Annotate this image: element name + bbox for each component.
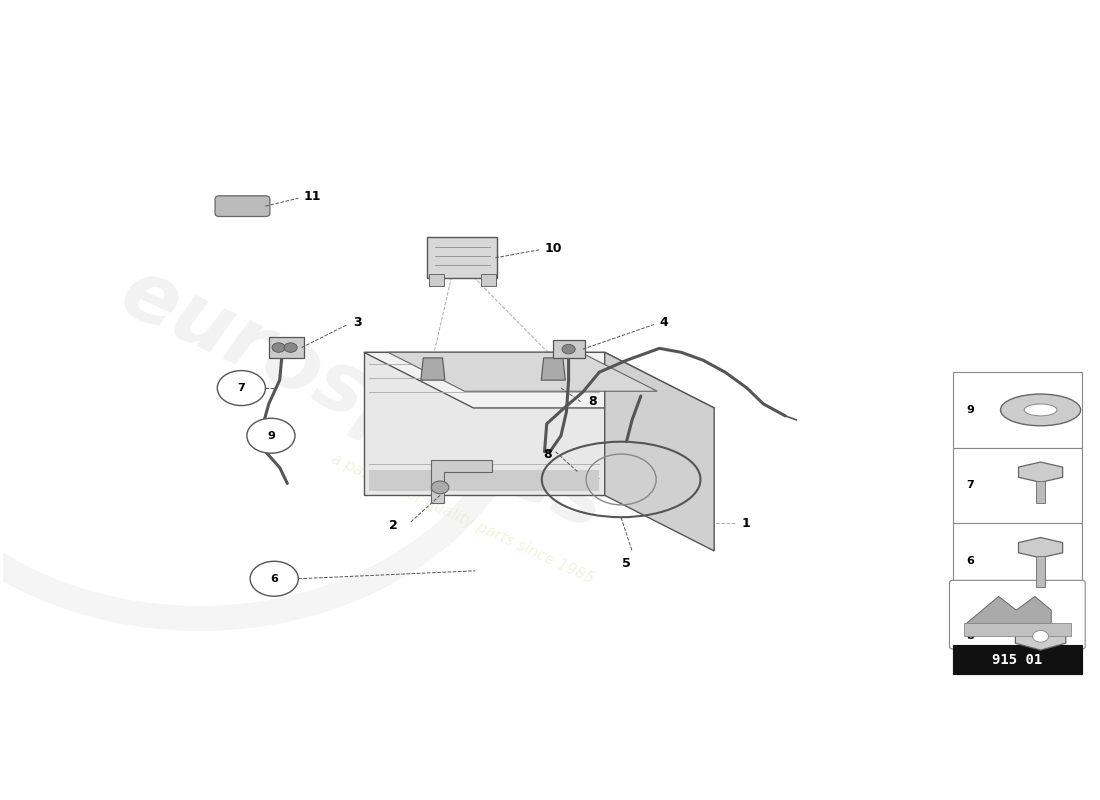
Text: 915 01: 915 01 (992, 654, 1043, 667)
Polygon shape (1015, 622, 1066, 650)
Text: 9: 9 (267, 430, 275, 441)
Text: 4: 4 (659, 317, 668, 330)
FancyBboxPatch shape (949, 580, 1086, 649)
Polygon shape (1019, 462, 1063, 482)
Polygon shape (421, 358, 444, 380)
Text: 9: 9 (966, 405, 974, 415)
Text: 5: 5 (623, 558, 631, 570)
FancyBboxPatch shape (429, 274, 443, 286)
Circle shape (218, 370, 265, 406)
Text: 6: 6 (271, 574, 278, 584)
FancyBboxPatch shape (428, 237, 497, 278)
Circle shape (250, 562, 298, 596)
FancyBboxPatch shape (553, 341, 585, 358)
Text: 8: 8 (588, 395, 597, 408)
FancyBboxPatch shape (370, 470, 600, 491)
Text: 1: 1 (741, 517, 750, 530)
Polygon shape (388, 352, 658, 391)
Text: 11: 11 (304, 190, 321, 203)
Polygon shape (605, 352, 714, 551)
FancyBboxPatch shape (953, 523, 1082, 598)
Circle shape (431, 481, 449, 494)
Text: eurospares: eurospares (108, 252, 620, 548)
Circle shape (1033, 630, 1048, 642)
Circle shape (246, 418, 295, 454)
FancyBboxPatch shape (1036, 482, 1045, 502)
FancyBboxPatch shape (953, 448, 1082, 523)
Circle shape (284, 342, 297, 352)
Circle shape (272, 342, 285, 352)
FancyBboxPatch shape (953, 598, 1082, 674)
FancyBboxPatch shape (268, 338, 304, 358)
Text: 6: 6 (966, 556, 974, 566)
Polygon shape (1019, 538, 1063, 558)
Text: 7: 7 (238, 383, 245, 393)
Polygon shape (966, 597, 1052, 624)
Polygon shape (431, 459, 492, 503)
Text: 2: 2 (388, 519, 397, 532)
Ellipse shape (1001, 394, 1080, 426)
FancyBboxPatch shape (216, 196, 270, 217)
Text: 7: 7 (966, 481, 974, 490)
Text: 8: 8 (966, 631, 974, 642)
FancyBboxPatch shape (964, 623, 1071, 636)
Polygon shape (364, 352, 605, 495)
Circle shape (562, 344, 575, 354)
Text: 8: 8 (543, 447, 552, 461)
Text: 3: 3 (353, 317, 362, 330)
FancyBboxPatch shape (953, 645, 1082, 674)
Text: a passion for quality parts since 1985: a passion for quality parts since 1985 (329, 451, 596, 586)
Text: 10: 10 (544, 242, 562, 254)
FancyBboxPatch shape (481, 274, 496, 286)
Polygon shape (541, 358, 565, 380)
Ellipse shape (1024, 404, 1057, 416)
FancyBboxPatch shape (953, 372, 1082, 448)
Ellipse shape (1004, 627, 1077, 646)
FancyBboxPatch shape (1036, 555, 1045, 587)
Polygon shape (364, 352, 714, 408)
